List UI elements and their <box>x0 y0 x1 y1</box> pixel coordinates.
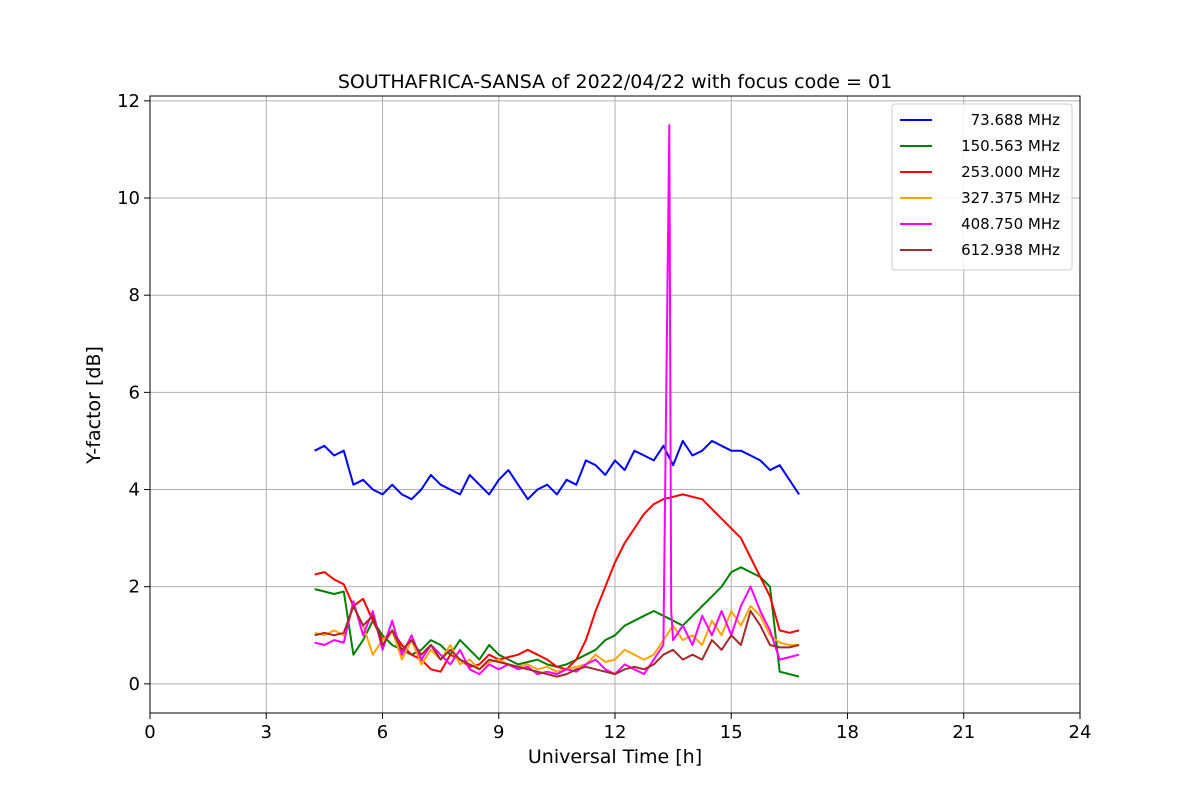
legend: 73.688 MHz 150.563 MHz 253.000 MHz 327.375 … <box>891 103 1073 271</box>
legend-label-4: 408.750 MHz <box>961 215 1060 233</box>
x-tick-label: 12 <box>604 722 627 743</box>
y-tick-label: 10 <box>117 188 140 209</box>
x-tick-label: 18 <box>836 722 859 743</box>
series-line-3 <box>314 605 800 673</box>
legend-label-1: 150.563 MHz <box>961 137 1060 155</box>
y-tick-label: 12 <box>117 91 140 112</box>
legend-label-3: 327.375 MHz <box>961 189 1060 207</box>
chart-title: SOUTHAFRICA-SANSA of 2022/04/22 with foc… <box>338 71 892 93</box>
y-tick-label: 2 <box>129 577 140 598</box>
x-tick-label: 9 <box>493 722 504 743</box>
legend-label-0: 73.688 MHz <box>971 111 1060 129</box>
legend-box <box>891 103 1073 271</box>
y-tick-label: 6 <box>129 382 140 403</box>
y-axis-title: Y-factor [dB] <box>83 346 105 465</box>
y-tick-label: 4 <box>129 480 140 501</box>
series-line-0 <box>314 439 800 501</box>
legend-label-5: 612.938 MHz <box>961 241 1060 259</box>
series-layer <box>314 124 800 678</box>
x-tick-label: 6 <box>377 722 388 743</box>
x-tick-label: 15 <box>720 722 743 743</box>
x-tick-label: 21 <box>952 722 975 743</box>
x-tick-label: 24 <box>1069 722 1092 743</box>
y-tick-label: 8 <box>129 285 140 306</box>
x-axis-title: Universal Time [h] <box>528 746 702 768</box>
x-tick-label: 3 <box>261 722 272 743</box>
x-tick-label: 0 <box>144 722 155 743</box>
legend-label-2: 253.000 MHz <box>961 163 1060 181</box>
y-tick-label: 0 <box>129 674 140 695</box>
series-line-5 <box>314 605 800 678</box>
